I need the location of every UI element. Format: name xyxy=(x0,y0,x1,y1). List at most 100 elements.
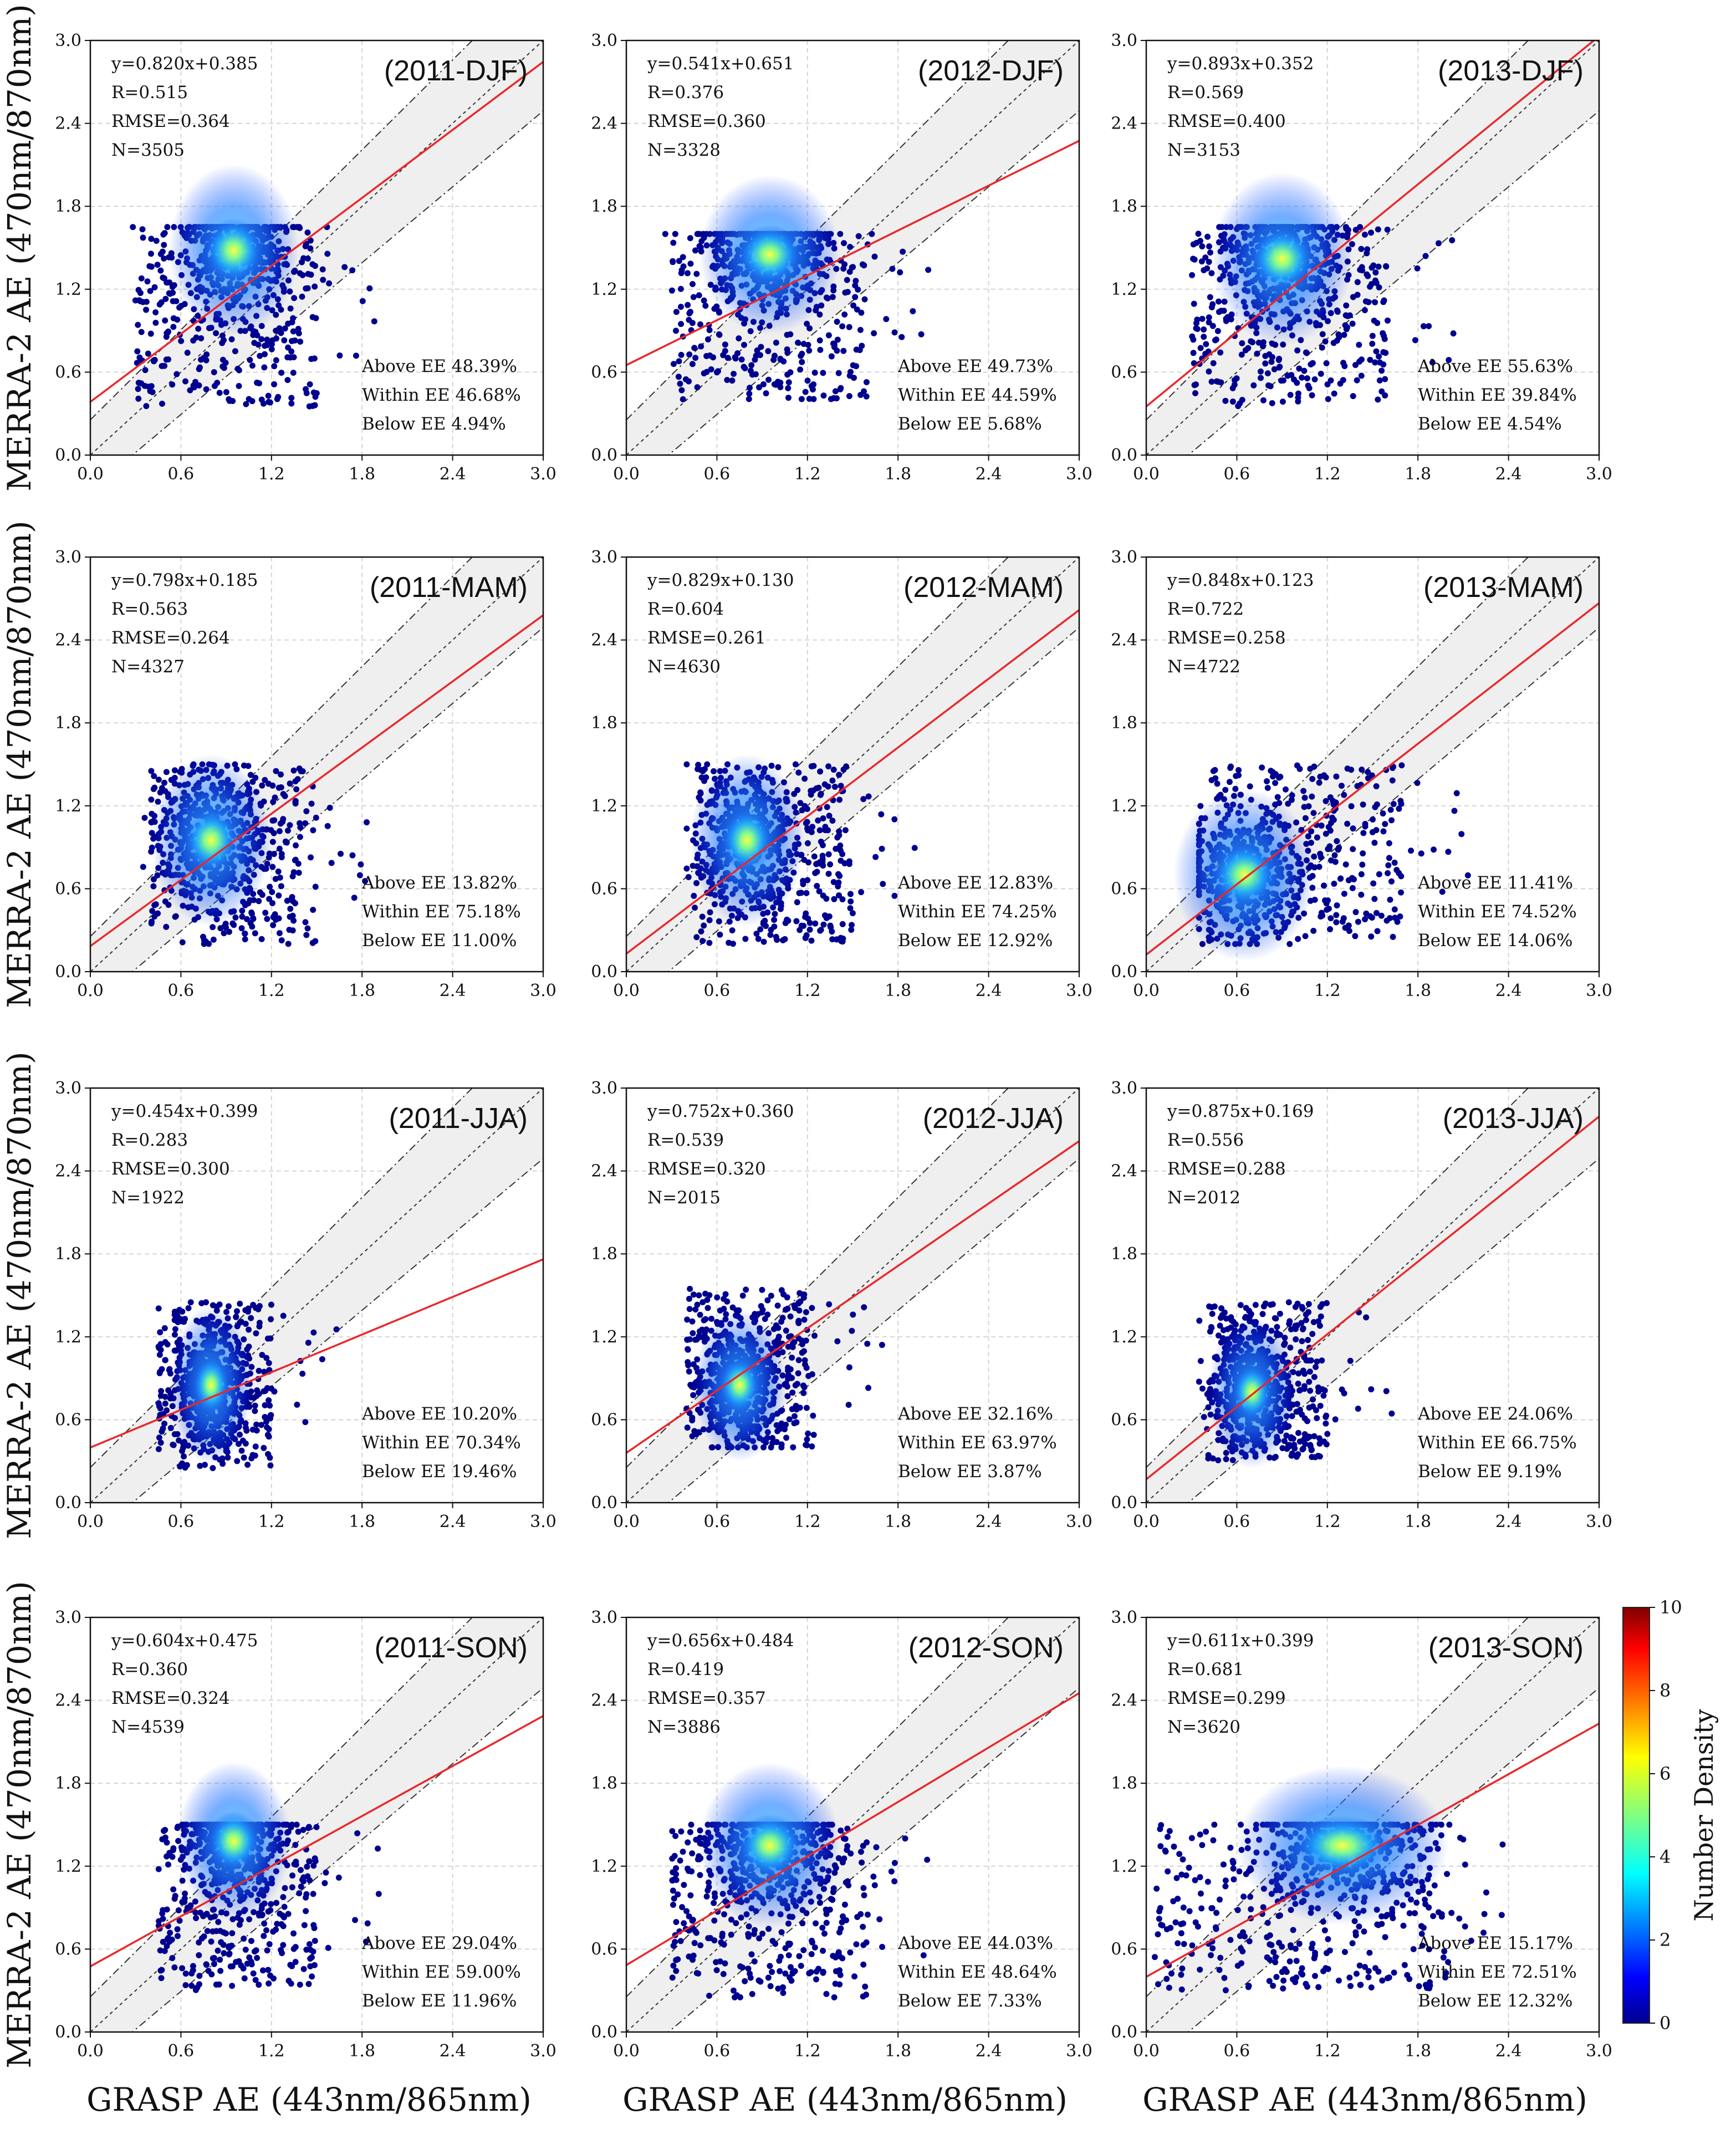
data-point xyxy=(1362,823,1369,830)
data-point xyxy=(302,243,309,249)
data-point xyxy=(676,258,682,264)
data-point xyxy=(271,381,278,387)
data-point xyxy=(1374,320,1381,326)
data-point xyxy=(677,304,684,310)
data-point xyxy=(1216,309,1222,315)
data-point xyxy=(817,346,824,353)
data-point xyxy=(1361,307,1368,314)
data-point xyxy=(746,385,753,391)
data-point xyxy=(1331,880,1337,887)
data-point xyxy=(685,302,691,308)
data-point xyxy=(1318,854,1324,861)
data-point xyxy=(272,876,279,882)
data-point xyxy=(247,356,253,363)
data-point xyxy=(267,1402,273,1409)
data-point xyxy=(1190,350,1197,356)
data-point xyxy=(853,363,860,370)
data-point xyxy=(1389,777,1396,784)
data-point xyxy=(672,328,679,334)
y-tick-label: 1.8 xyxy=(55,713,81,733)
data-point xyxy=(898,334,905,340)
data-point xyxy=(264,1424,270,1431)
data-point xyxy=(155,910,161,917)
data-point xyxy=(1288,372,1295,379)
data-point xyxy=(1368,281,1375,288)
data-point xyxy=(918,331,925,338)
data-point xyxy=(1372,269,1379,276)
regression-line xyxy=(1146,40,1596,407)
data-point xyxy=(1203,341,1209,348)
stats-line: R=0.563 xyxy=(111,599,188,619)
data-point xyxy=(148,383,155,390)
x-tick-label: 3.0 xyxy=(1586,464,1612,484)
data-point xyxy=(1369,340,1376,347)
data-point xyxy=(722,341,728,348)
data-point xyxy=(273,328,279,334)
data-point xyxy=(680,254,686,261)
data-point xyxy=(1304,350,1310,356)
data-point xyxy=(299,272,306,278)
data-point xyxy=(214,380,221,386)
data-point xyxy=(746,390,753,397)
data-point xyxy=(861,262,867,269)
data-point xyxy=(159,400,165,407)
data-point xyxy=(231,922,237,928)
data-point xyxy=(1264,785,1271,792)
density-peak xyxy=(183,808,239,873)
data-point xyxy=(1322,338,1329,345)
data-point xyxy=(195,325,202,332)
x-tick-label: 0.6 xyxy=(704,464,731,484)
data-point xyxy=(828,353,835,360)
plot-content xyxy=(90,557,543,972)
data-point xyxy=(820,392,827,399)
data-point xyxy=(708,366,714,372)
data-point xyxy=(871,253,878,260)
data-point xyxy=(816,888,823,895)
stats-line: R=0.569 xyxy=(1167,83,1244,103)
data-point xyxy=(165,901,172,908)
data-point xyxy=(285,344,292,351)
data-point xyxy=(288,400,295,407)
data-point xyxy=(1212,775,1219,782)
data-point xyxy=(184,349,191,356)
data-point xyxy=(1235,767,1242,773)
ee-percentage: Within EE 39.84% xyxy=(1418,385,1577,405)
data-point xyxy=(282,793,288,799)
data-point xyxy=(163,769,170,775)
data-point xyxy=(860,796,867,803)
data-point xyxy=(260,400,267,407)
data-point xyxy=(132,297,139,304)
data-point xyxy=(1269,769,1276,775)
data-point xyxy=(1362,916,1369,923)
data-point xyxy=(198,356,205,363)
data-point xyxy=(1358,246,1365,252)
data-point xyxy=(858,309,865,316)
data-point xyxy=(308,800,315,807)
data-point xyxy=(1199,315,1206,322)
data-point xyxy=(141,382,148,389)
data-point xyxy=(140,299,146,305)
data-point xyxy=(287,780,293,787)
data-point xyxy=(670,361,677,367)
data-point xyxy=(889,266,896,272)
data-point xyxy=(287,822,293,829)
data-point xyxy=(732,355,739,362)
data-point xyxy=(303,390,310,396)
data-point xyxy=(278,854,285,861)
data-point xyxy=(1227,764,1234,771)
data-point xyxy=(1278,377,1284,384)
data-point xyxy=(821,781,828,788)
data-point xyxy=(678,320,685,327)
data-point xyxy=(702,303,709,309)
data-point xyxy=(704,336,711,343)
data-point xyxy=(846,861,852,867)
y-tick-label: 0.6 xyxy=(591,879,617,898)
data-point xyxy=(851,375,857,381)
data-point xyxy=(141,815,148,821)
data-point xyxy=(770,356,777,363)
data-point xyxy=(1367,356,1374,363)
data-point xyxy=(1233,375,1240,382)
data-point xyxy=(290,328,297,335)
data-point xyxy=(741,364,747,370)
data-point xyxy=(1360,801,1366,808)
